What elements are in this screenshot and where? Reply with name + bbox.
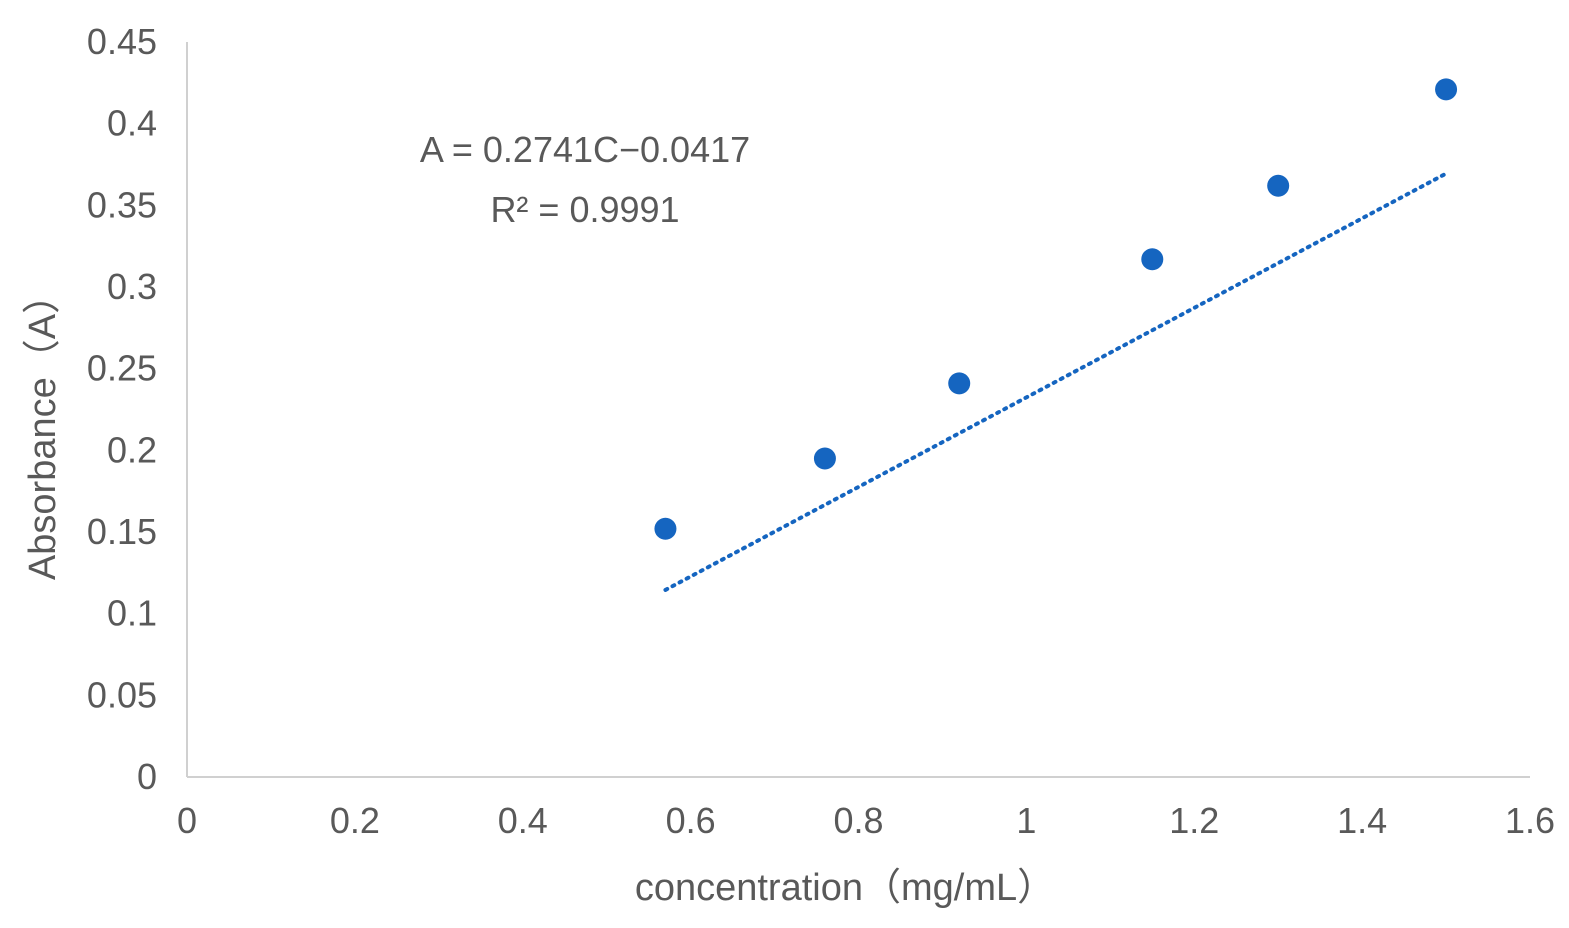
y-tick-label: 0 [137,756,157,797]
r-squared-label: R² = 0.9991 [490,189,679,230]
y-tick-label: 0.4 [107,103,157,144]
x-axis-title: concentration（mg/mL） [635,867,1055,909]
data-point [813,447,836,470]
y-tick-label: 0.45 [87,21,157,62]
x-tick-labels: 0 0.2 0.4 0.6 0.8 1 1.2 1.4 1.6 [177,800,1555,841]
data-point [948,372,971,395]
y-tick-label: 0.35 [87,184,157,225]
x-tick-label: 1.6 [1505,800,1555,841]
x-tick-label: 0.2 [330,800,380,841]
x-tick-label: 0.4 [498,800,548,841]
x-tick-label: 0 [177,800,197,841]
x-tick-label: 0.6 [666,800,716,841]
y-tick-label: 0.15 [87,511,157,552]
data-points [654,78,1458,540]
y-tick-label: 0.3 [107,266,157,307]
data-point [1435,78,1458,101]
data-point [1267,174,1290,197]
y-tick-label: 0.1 [107,593,157,634]
y-tick-label: 0.25 [87,348,157,389]
data-point [654,517,677,540]
data-point [1141,248,1164,271]
trendline [663,171,1449,592]
x-tick-label: 0.8 [833,800,883,841]
x-tick-label: 1.2 [1169,800,1219,841]
x-tick-label: 1.4 [1337,800,1387,841]
x-tick-label: 1 [1016,800,1036,841]
y-tick-label: 0.2 [107,429,157,470]
y-tick-labels: 0 0.05 0.1 0.15 0.2 0.25 0.3 0.35 0.4 0.45 [87,21,157,797]
trendline-equation: A = 0.2741C−0.0417 [420,129,750,170]
y-axis-title: Absorbance（A） [22,276,64,580]
y-tick-label: 0.05 [87,674,157,715]
